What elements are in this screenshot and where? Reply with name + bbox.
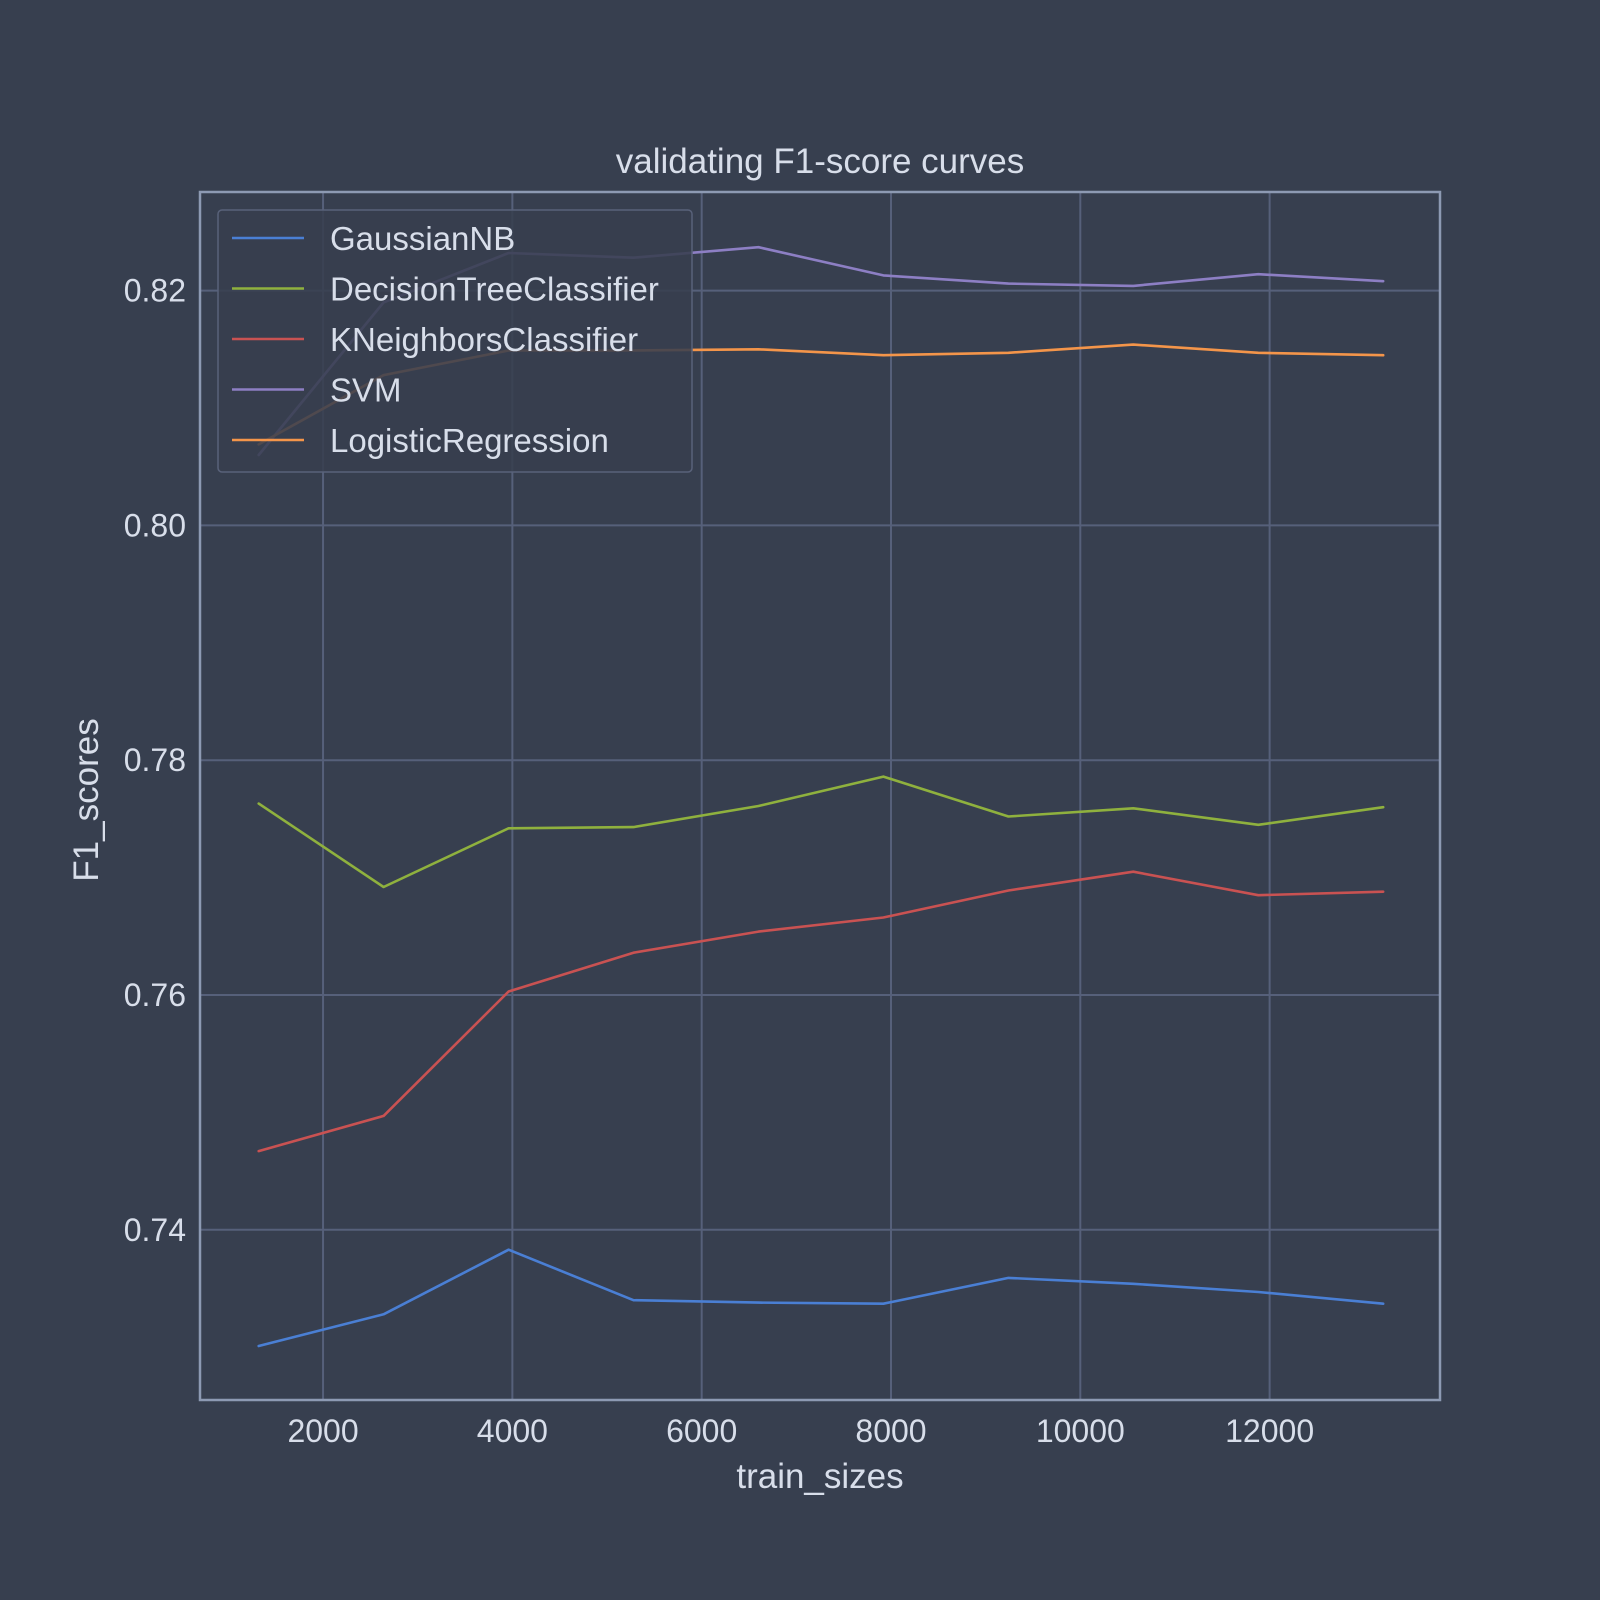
x-axis-ticks: 2000 4000 6000 8000 10000 12000 — [287, 1413, 1314, 1449]
chart-title: validating F1-score curves — [616, 142, 1025, 181]
x-tick-label: 10000 — [1036, 1413, 1125, 1449]
series-lines — [257, 245, 1385, 1348]
series-line-gaussiannb — [257, 1248, 1385, 1348]
y-tick-label: 0.74 — [124, 1212, 186, 1248]
legend-box — [217, 209, 693, 473]
x-tick-label: 4000 — [477, 1413, 548, 1449]
y-axis-ticks: 0.74 0.76 0.78 0.80 0.82 — [124, 273, 186, 1248]
y-tick-label: 0.78 — [124, 742, 186, 778]
x-axis-label: train_sizes — [736, 1457, 903, 1496]
y-tick-label: 0.76 — [124, 977, 186, 1013]
x-tick-label: 8000 — [855, 1413, 926, 1449]
x-tick-label: 2000 — [287, 1413, 358, 1449]
plot-frame — [198, 190, 1442, 1402]
series-line-decisiontreeclassifier — [257, 775, 1385, 889]
y-axis-label: F1_scores — [67, 718, 106, 881]
y-tick-label: 0.80 — [124, 507, 186, 543]
legend-label-kneighborsclassifier: KNeighborsClassifier — [330, 321, 638, 358]
legend-label-logisticregression: LogisticRegression — [330, 422, 609, 459]
x-tick-label: 12000 — [1225, 1413, 1314, 1449]
x-tick-label: 6000 — [666, 1413, 737, 1449]
legend-label-decisiontreeclassifier: DecisionTreeClassifier — [330, 271, 659, 308]
legend-label-gaussiannb: GaussianNB — [330, 220, 515, 257]
legend: GaussianNB DecisionTreeClassifier KNeighbo… — [217, 209, 693, 473]
series-line-kneighborsclassifier — [257, 870, 1385, 1153]
y-tick-label: 0.82 — [124, 273, 186, 309]
legend-label-svm: SVM — [330, 372, 402, 409]
